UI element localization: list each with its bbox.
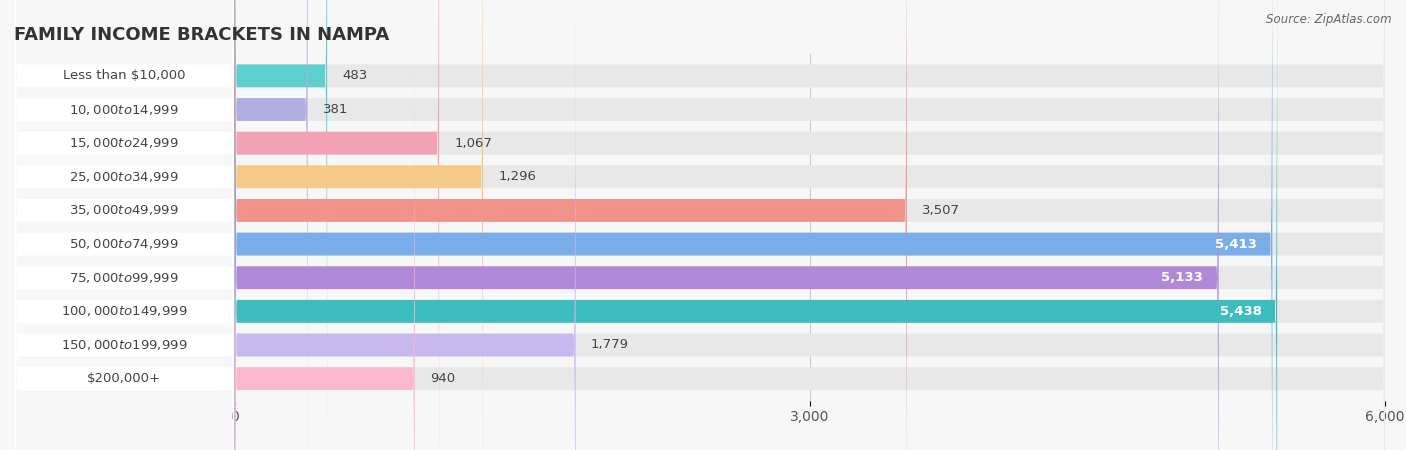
FancyBboxPatch shape xyxy=(235,0,1385,450)
FancyBboxPatch shape xyxy=(235,0,1385,450)
FancyBboxPatch shape xyxy=(235,0,1385,450)
FancyBboxPatch shape xyxy=(15,0,233,450)
Text: $75,000 to $99,999: $75,000 to $99,999 xyxy=(69,271,179,285)
FancyBboxPatch shape xyxy=(15,0,233,450)
Text: $150,000 to $199,999: $150,000 to $199,999 xyxy=(60,338,187,352)
FancyBboxPatch shape xyxy=(235,0,1385,450)
FancyBboxPatch shape xyxy=(235,0,328,450)
Text: $100,000 to $149,999: $100,000 to $149,999 xyxy=(60,304,187,318)
FancyBboxPatch shape xyxy=(15,0,233,450)
Text: $10,000 to $14,999: $10,000 to $14,999 xyxy=(69,103,179,117)
Text: $25,000 to $34,999: $25,000 to $34,999 xyxy=(69,170,179,184)
FancyBboxPatch shape xyxy=(235,0,1272,450)
Text: 1,067: 1,067 xyxy=(454,137,492,150)
Text: $50,000 to $74,999: $50,000 to $74,999 xyxy=(69,237,179,251)
Text: $35,000 to $49,999: $35,000 to $49,999 xyxy=(69,203,179,217)
Text: 5,133: 5,133 xyxy=(1161,271,1204,284)
Text: 483: 483 xyxy=(343,69,368,82)
Text: Less than $10,000: Less than $10,000 xyxy=(63,69,186,82)
Text: 940: 940 xyxy=(430,372,456,385)
FancyBboxPatch shape xyxy=(235,0,484,450)
FancyBboxPatch shape xyxy=(235,0,1385,450)
FancyBboxPatch shape xyxy=(235,0,1385,450)
FancyBboxPatch shape xyxy=(15,0,233,450)
FancyBboxPatch shape xyxy=(15,0,233,450)
Text: 1,296: 1,296 xyxy=(498,170,536,183)
FancyBboxPatch shape xyxy=(15,0,233,450)
FancyBboxPatch shape xyxy=(235,0,1385,450)
Text: $15,000 to $24,999: $15,000 to $24,999 xyxy=(69,136,179,150)
Text: 1,779: 1,779 xyxy=(591,338,628,351)
FancyBboxPatch shape xyxy=(235,0,415,450)
Text: Source: ZipAtlas.com: Source: ZipAtlas.com xyxy=(1267,14,1392,27)
FancyBboxPatch shape xyxy=(235,0,907,450)
FancyBboxPatch shape xyxy=(235,0,439,450)
FancyBboxPatch shape xyxy=(235,0,1277,450)
Text: 5,438: 5,438 xyxy=(1220,305,1261,318)
FancyBboxPatch shape xyxy=(235,0,575,450)
FancyBboxPatch shape xyxy=(235,0,1219,450)
Text: 3,507: 3,507 xyxy=(922,204,960,217)
Text: FAMILY INCOME BRACKETS IN NAMPA: FAMILY INCOME BRACKETS IN NAMPA xyxy=(14,26,389,44)
FancyBboxPatch shape xyxy=(235,0,1385,450)
FancyBboxPatch shape xyxy=(15,0,233,450)
FancyBboxPatch shape xyxy=(15,0,233,450)
Text: 5,413: 5,413 xyxy=(1215,238,1257,251)
FancyBboxPatch shape xyxy=(235,0,1385,450)
FancyBboxPatch shape xyxy=(15,0,233,450)
FancyBboxPatch shape xyxy=(15,0,233,450)
FancyBboxPatch shape xyxy=(235,0,308,450)
FancyBboxPatch shape xyxy=(235,0,1385,450)
Text: $200,000+: $200,000+ xyxy=(87,372,162,385)
Text: 381: 381 xyxy=(323,103,349,116)
